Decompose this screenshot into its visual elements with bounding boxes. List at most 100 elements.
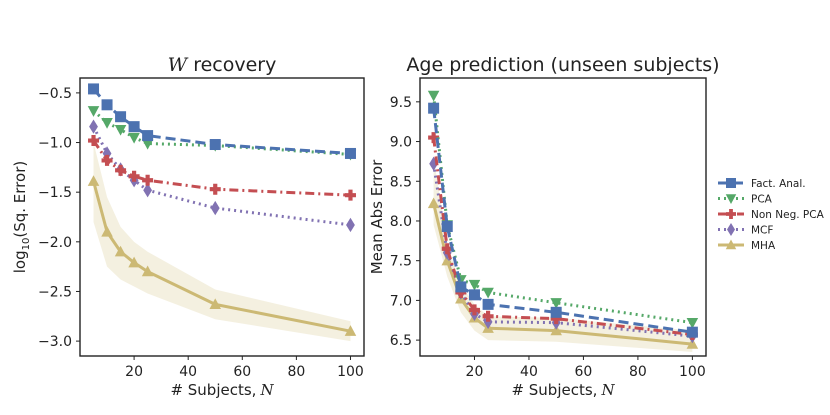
y-axis-label: log10(Sq. Error) — [11, 161, 32, 273]
data-point — [468, 279, 481, 291]
data-point — [427, 197, 440, 209]
x-tick-label: 100 — [679, 364, 706, 380]
data-point — [128, 256, 140, 268]
y-axis-label: Mean Abs Error — [368, 159, 386, 274]
series-line — [92, 109, 351, 156]
data-point — [346, 217, 355, 233]
y-tick-label: 9.5 — [390, 95, 412, 111]
data-point — [87, 175, 100, 186]
data-point — [141, 138, 154, 150]
axes-frame — [419, 77, 707, 357]
x-tick-label: 60 — [233, 364, 251, 380]
series-line — [432, 95, 693, 325]
data-point — [128, 121, 140, 133]
data-point — [344, 189, 356, 201]
data-point — [114, 245, 127, 257]
data-point — [428, 102, 440, 114]
legend-label: Non Neg. PCA — [751, 209, 825, 221]
series-pca — [427, 90, 699, 329]
plot-area — [427, 90, 699, 353]
legend-marker — [725, 239, 737, 250]
data-point — [128, 170, 140, 182]
data-point — [115, 111, 127, 123]
series-mha — [87, 175, 357, 336]
data-point — [441, 243, 453, 255]
data-point — [210, 200, 220, 216]
legend-marker — [727, 223, 735, 236]
data-point — [550, 298, 562, 309]
band-mha — [93, 142, 351, 342]
data-point — [209, 183, 221, 195]
data-point — [344, 147, 356, 159]
x-axis-label: # Subjects, N — [511, 381, 615, 399]
legend-item-mcf: MCF — [718, 223, 773, 237]
data-point — [482, 310, 494, 322]
data-point — [441, 254, 454, 266]
data-point — [101, 99, 113, 111]
y-tick-label: 7.0 — [390, 293, 412, 309]
y-ticks: 6.5 7.0 7.5 8.0 8.5 9.0 9.5 — [390, 95, 420, 349]
legend-item-pca: PCA — [718, 194, 773, 206]
legend-label: MCF — [751, 225, 773, 237]
x-ticks: 20 40 60 80 100 — [125, 356, 364, 380]
data-point — [142, 130, 154, 142]
legend: Fact. Anal. PCA Non Neg. PCA MCF MHA — [718, 178, 825, 252]
x-tick-label: 20 — [466, 364, 484, 380]
y-tick-label: −1.0 — [38, 136, 72, 152]
data-point — [455, 281, 467, 293]
data-point — [88, 83, 100, 95]
data-point — [482, 287, 494, 299]
x-ticks: 20 40 60 80 100 — [466, 356, 706, 380]
data-point — [455, 286, 467, 298]
legend-label: PCA — [751, 194, 773, 206]
data-point — [686, 338, 699, 349]
plot-area — [87, 83, 357, 342]
legend-item-non-neg-pca: Non Neg. PCA — [718, 209, 825, 221]
y-tick-label: −0.5 — [38, 86, 72, 102]
data-point — [114, 124, 127, 136]
data-point — [550, 313, 562, 325]
data-point — [143, 183, 153, 198]
x-tick-label: 100 — [337, 364, 364, 380]
x-tick-label: 80 — [287, 364, 305, 380]
y-tick-label: −2.5 — [38, 284, 72, 300]
data-point — [468, 304, 480, 316]
chart-title: Age prediction (unseen subjects) — [406, 54, 719, 76]
data-point — [101, 225, 113, 237]
data-point — [550, 324, 562, 336]
band-mha — [433, 157, 693, 353]
y-tick-label: 8.0 — [390, 214, 412, 230]
data-point — [142, 174, 154, 186]
axes-frame — [79, 77, 365, 357]
data-point — [441, 221, 453, 233]
legend-item-mha: MHA — [718, 239, 776, 252]
series-non-neg-pca — [88, 135, 356, 201]
data-point — [209, 298, 222, 310]
data-point — [209, 139, 221, 151]
legend-item-fact-anal: Fact. Anal. — [718, 178, 806, 190]
series-line — [92, 139, 351, 197]
y-tick-label: 8.5 — [390, 174, 412, 190]
data-point — [89, 119, 98, 134]
legend-marker — [726, 209, 736, 219]
x-tick-label: 40 — [179, 364, 197, 380]
series-fact-anal — [428, 102, 698, 338]
data-point — [550, 306, 562, 318]
x-tick-label: 80 — [629, 364, 647, 380]
y-ticks: −3.0 −2.5 −2.0 −1.5 −1.0 −0.5 — [38, 86, 80, 350]
data-point — [482, 298, 494, 310]
data-point — [686, 326, 698, 338]
data-point — [115, 164, 127, 176]
data-point — [344, 325, 357, 336]
data-point — [427, 90, 440, 102]
legend-marker — [725, 194, 737, 204]
x-tick-label: 40 — [520, 364, 538, 380]
data-point — [102, 146, 112, 161]
y-tick-label: 9.0 — [390, 135, 412, 151]
y-tick-label: −2.0 — [38, 235, 72, 251]
legend-label: MHA — [751, 240, 776, 252]
y-tick-label: −3.0 — [38, 334, 72, 350]
data-point — [141, 265, 154, 277]
